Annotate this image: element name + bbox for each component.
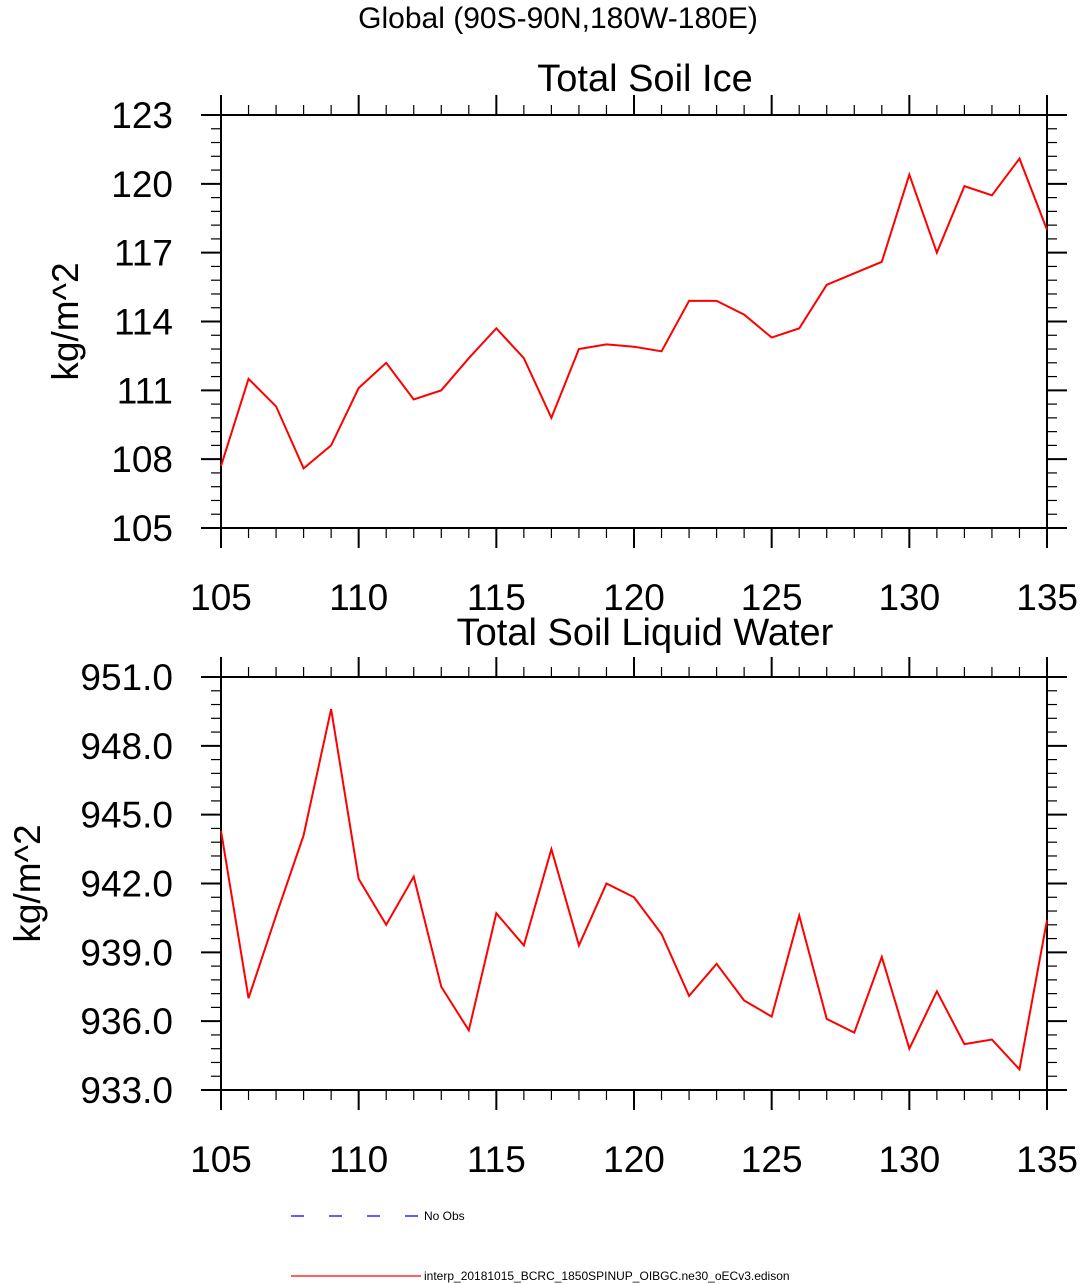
x-tick-label: 120 (603, 577, 665, 618)
y-tick-label: 942.0 (80, 864, 173, 905)
y-tick-label: 120 (111, 164, 173, 205)
y-tick-label: 117 (114, 233, 173, 274)
y-tick-label: 108 (111, 439, 173, 480)
x-tick-label: 120 (603, 1139, 665, 1180)
y-axis-label: kg/m^2 (45, 262, 86, 380)
figure-suptitle: Global (90S-90N,180W-180E) (358, 2, 758, 35)
x-tick-label: 105 (190, 577, 252, 618)
chart-panel-1: Total Soil Ice 105 110 115 120 125 130 135 105 10… (45, 58, 1078, 618)
y-tick-label: 936.0 (80, 1001, 173, 1042)
x-tick-label: 115 (467, 1139, 526, 1180)
plot-frame (220, 676, 1048, 1091)
x-tick-label: 110 (329, 1139, 388, 1180)
x-tick-label: 130 (878, 577, 940, 618)
y-axis-label: kg/m^2 (7, 824, 48, 942)
x-tick-label: 125 (741, 1139, 803, 1180)
chart-title: Total Soil Liquid Water (457, 612, 834, 654)
x-tick-label: 115 (467, 577, 526, 618)
y-tick-label: 945.0 (80, 795, 173, 836)
legend-label: interp_20181015_BCRC_1850SPINUP_OIBGC.ne… (424, 1269, 790, 1283)
legend-label: No Obs (424, 1209, 465, 1223)
y-tick-label: 123 (111, 95, 173, 136)
y-tick-label: 951.0 (80, 657, 173, 698)
series-line (220, 156, 1048, 470)
x-tick-label: 110 (329, 577, 388, 618)
x-tick-label: 135 (1016, 1139, 1078, 1180)
y-tick-label: 948.0 (80, 726, 173, 767)
y-tick-label: 105 (111, 508, 173, 549)
x-tick-label: 105 (190, 1139, 252, 1180)
x-tick-label: 125 (741, 577, 803, 618)
x-tick-label: 135 (1016, 577, 1078, 618)
y-tick-label: 114 (114, 302, 173, 343)
chart-panels: Total Soil Ice 105 110 115 120 125 130 135 105 10… (7, 58, 1078, 1180)
y-tick-label: 111 (117, 370, 173, 411)
chart-panel-2: Total Soil Liquid Water 105 110 115 120 125 13… (7, 612, 1078, 1180)
series-line (220, 708, 1048, 1072)
plot-frame (220, 114, 1048, 529)
legend: No Obs interp_20181015_BCRC_1850SPINUP_OI… (291, 1209, 790, 1283)
y-tick-label: 933.0 (80, 1070, 173, 1111)
y-tick-label: 939.0 (80, 932, 173, 973)
x-tick-label: 130 (878, 1139, 940, 1180)
chart-title: Total Soil Ice (537, 58, 752, 100)
